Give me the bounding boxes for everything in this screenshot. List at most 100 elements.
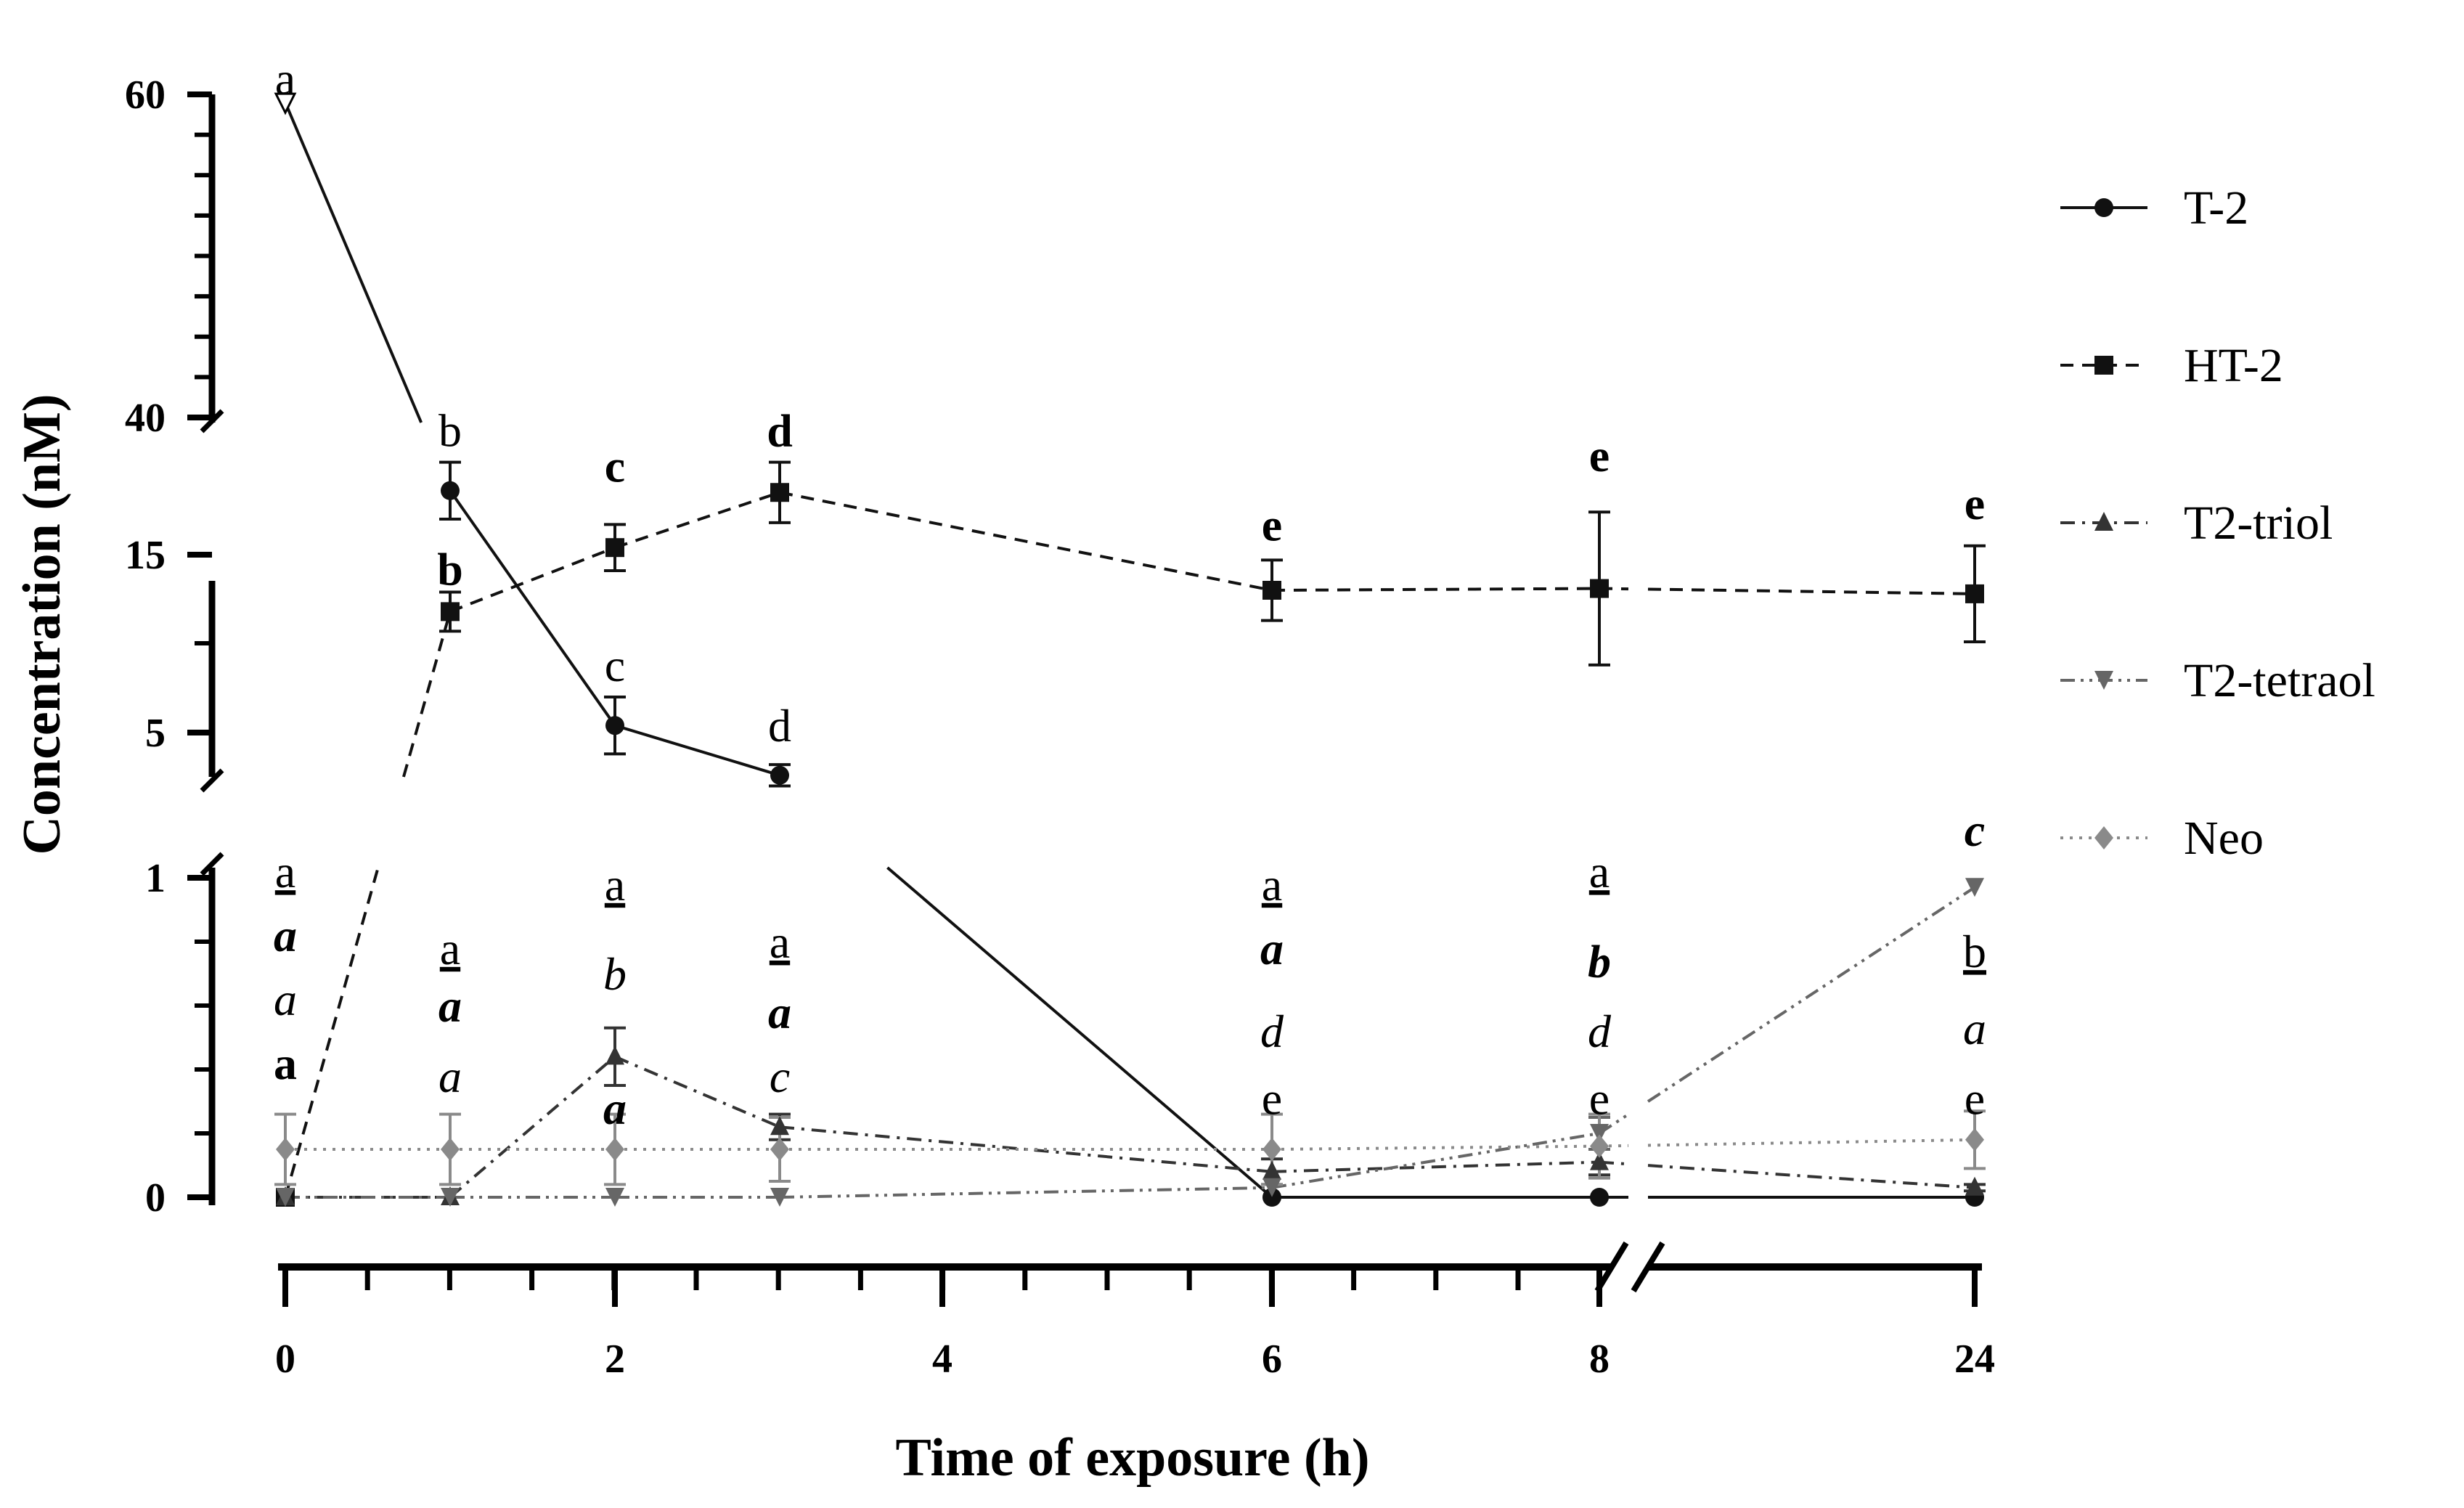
marker-t-2 — [274, 92, 297, 115]
significance-letter: a — [1589, 846, 1610, 897]
x-tick-label: 2 — [605, 1337, 625, 1382]
series-lines-layer — [284, 102, 1976, 1199]
legend-marker-ht-2 — [2094, 356, 2113, 375]
series-line-t-2 — [886, 866, 1273, 1199]
marker-t2-triol — [1965, 1176, 1984, 1196]
significance-letter: b — [438, 405, 462, 457]
x-tick-label: 8 — [1589, 1337, 1610, 1382]
series-line-t-2 — [614, 724, 780, 777]
significance-letter: a — [274, 1038, 297, 1089]
significance-letter: e — [1262, 1073, 1282, 1125]
y-tick-label: 40 — [125, 396, 166, 441]
marker-t2-tetraol — [605, 1188, 624, 1207]
markers-layer — [274, 92, 1984, 1207]
significance-letter: e — [1965, 478, 1985, 529]
legend-label: Neo — [2184, 812, 2264, 865]
significance-letter: a — [603, 1083, 627, 1134]
legend-label: HT-2 — [2184, 339, 2283, 392]
series-line-ht-2 — [779, 491, 1273, 592]
series-line-t2-tetraol — [1647, 886, 1976, 1103]
significance-letter: b — [437, 544, 463, 595]
y-tick-label: 15 — [125, 533, 166, 578]
marker-neo — [605, 1138, 624, 1161]
y-tick-label: 1 — [145, 856, 166, 901]
marker-t-2 — [605, 716, 624, 735]
significance-letter: b — [603, 948, 627, 1000]
significance-letter: b — [1588, 935, 1611, 987]
marker-neo — [1965, 1128, 1984, 1152]
marker-t2-triol — [605, 1046, 624, 1065]
marker-neo — [1262, 1138, 1281, 1161]
marker-t-2 — [441, 481, 460, 500]
significance-letter: e — [1589, 1073, 1610, 1125]
significance-letter: a — [1963, 1003, 1986, 1054]
series-line-ht-2 — [449, 546, 616, 614]
marker-t2-tetraol — [1590, 1124, 1609, 1143]
marker-t2-triol — [1590, 1151, 1609, 1170]
legend-label: T2-tetraol — [2184, 654, 2375, 707]
marker-ht-2 — [770, 483, 789, 502]
marker-t-2 — [770, 765, 789, 785]
significance-letter: a — [770, 916, 790, 968]
series-line-t2-triol — [1271, 1160, 1600, 1173]
x-axis-break-mark — [1631, 1241, 1665, 1293]
significance-letter: a — [1262, 859, 1282, 910]
series-line-t2-triol — [1647, 1164, 1975, 1189]
marker-ht-2 — [605, 538, 624, 558]
significance-letter: a — [768, 987, 791, 1038]
series-line-ht-2 — [1647, 587, 1975, 595]
series-line-t2-tetraol — [779, 1186, 1273, 1199]
significance-letter: e — [1589, 430, 1610, 481]
significance-letter: c — [605, 640, 625, 691]
significance-letter: a — [1260, 923, 1284, 974]
legend-marker-t2-triol — [2094, 512, 2113, 531]
error-bars-layer — [274, 460, 1986, 1193]
significance-letter: c — [1965, 804, 1985, 856]
y-tick-label: 0 — [145, 1175, 166, 1220]
marker-t2-triol — [1262, 1160, 1281, 1180]
significance-letter: d — [767, 405, 793, 457]
significance-letter: a — [275, 846, 295, 897]
significance-letter: a — [605, 859, 625, 910]
significance-letter: d — [768, 700, 791, 751]
marker-neo — [770, 1138, 789, 1161]
x-tick-label: 6 — [1262, 1337, 1282, 1382]
marker-ht-2 — [1590, 579, 1609, 598]
x-axis-title: Time of exposure (h) — [896, 1428, 1370, 1488]
marker-ht-2 — [441, 602, 460, 621]
series-line-ht-2 — [614, 491, 780, 550]
y-axis-title: Concentration (nM) — [12, 394, 72, 855]
marker-t2-triol — [770, 1116, 789, 1136]
significance-letter: c — [605, 441, 625, 492]
y-tick-label: 60 — [125, 73, 166, 118]
series-line-t-2 — [284, 102, 423, 423]
marker-t2-tetraol — [1262, 1178, 1281, 1197]
y-axis-break-mark — [200, 852, 224, 876]
legend-marker-neo — [2094, 826, 2113, 849]
x-tick-label: 4 — [932, 1337, 952, 1382]
legend: T-2 HT-2 T2-triol T2-tetraol Neo — [2060, 182, 2375, 865]
series-line-t-2 — [449, 489, 616, 727]
significance-letter: e — [1262, 499, 1282, 550]
series-line-neo — [1647, 1138, 1975, 1147]
significance-letter: a — [438, 980, 462, 1032]
legend-marker-t-2 — [2094, 198, 2113, 217]
legend-label: T-2 — [2184, 182, 2248, 235]
significance-letter: e — [1965, 1073, 1985, 1125]
series-line-ht-2 — [284, 867, 380, 1198]
marker-neo — [276, 1138, 295, 1161]
y-axis-break-mark — [200, 409, 224, 433]
series-line-ht-2 — [402, 611, 452, 778]
series-line-t2-tetraol — [1271, 1132, 1600, 1189]
legend-label: T2-triol — [2184, 497, 2333, 550]
significance-letter: a — [274, 910, 297, 961]
marker-t2-tetraol — [441, 1188, 460, 1207]
significance-letter: a — [438, 1051, 462, 1102]
x-tick-label: 0 — [275, 1337, 295, 1382]
marker-ht-2 — [1965, 584, 1984, 603]
marker-t-2 — [1262, 1188, 1281, 1207]
series-line-neo — [1271, 1144, 1600, 1151]
significance-letter: d — [1260, 1006, 1284, 1057]
